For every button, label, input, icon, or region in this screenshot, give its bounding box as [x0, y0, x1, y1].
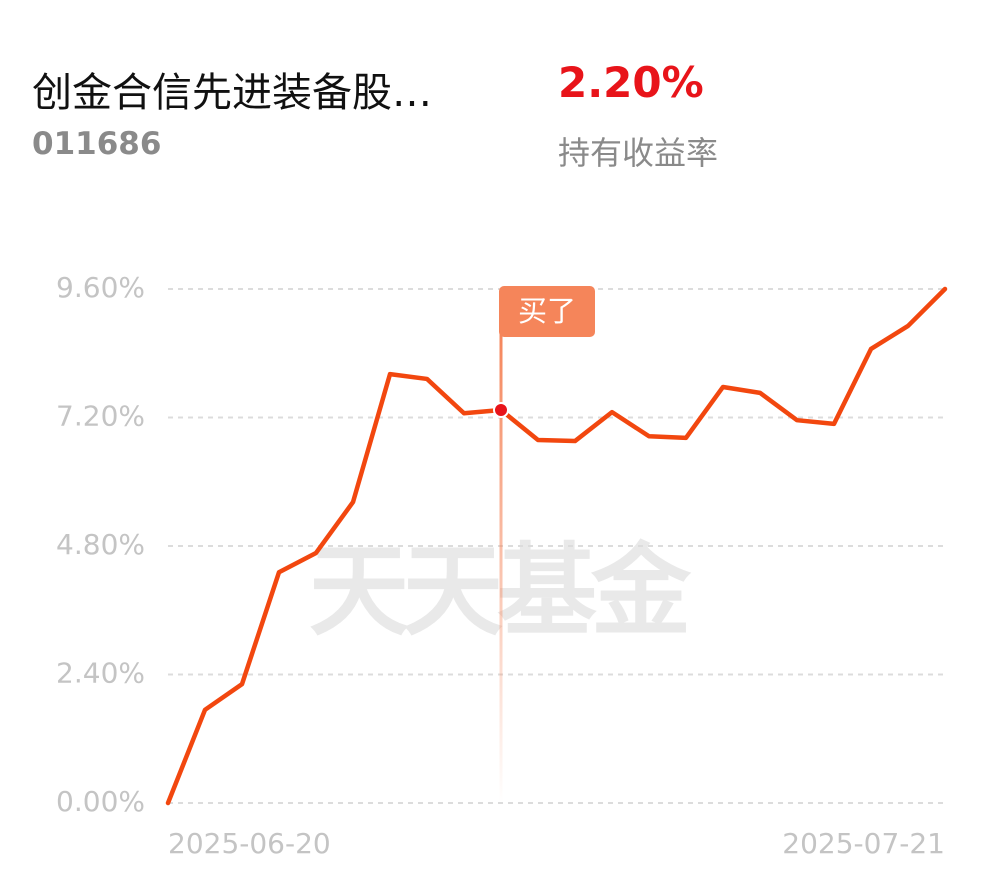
- fund-name[interactable]: 创金合信先进装备股…: [32, 70, 432, 116]
- marker-line: [499, 330, 503, 803]
- y-tick-label: 4.80%: [56, 528, 145, 561]
- watermark: 天天基金: [309, 532, 692, 649]
- marker-label: 买了: [518, 294, 576, 328]
- x-tick-label: 2025-07-21: [782, 827, 945, 860]
- y-tick-label: 2.40%: [56, 657, 145, 690]
- fund-code: 011686: [32, 126, 162, 162]
- marker-point: [493, 402, 509, 419]
- x-tick-label: 2025-06-20: [168, 827, 331, 860]
- marker-badge: [499, 286, 595, 337]
- return-label: 持有收益率: [558, 134, 719, 172]
- return-value: 2.20%: [558, 58, 704, 107]
- y-tick-label: 7.20%: [56, 400, 145, 433]
- y-tick-label: 0.00%: [56, 785, 145, 818]
- line: [165, 286, 948, 806]
- y-tick-label: 9.60%: [56, 271, 145, 304]
